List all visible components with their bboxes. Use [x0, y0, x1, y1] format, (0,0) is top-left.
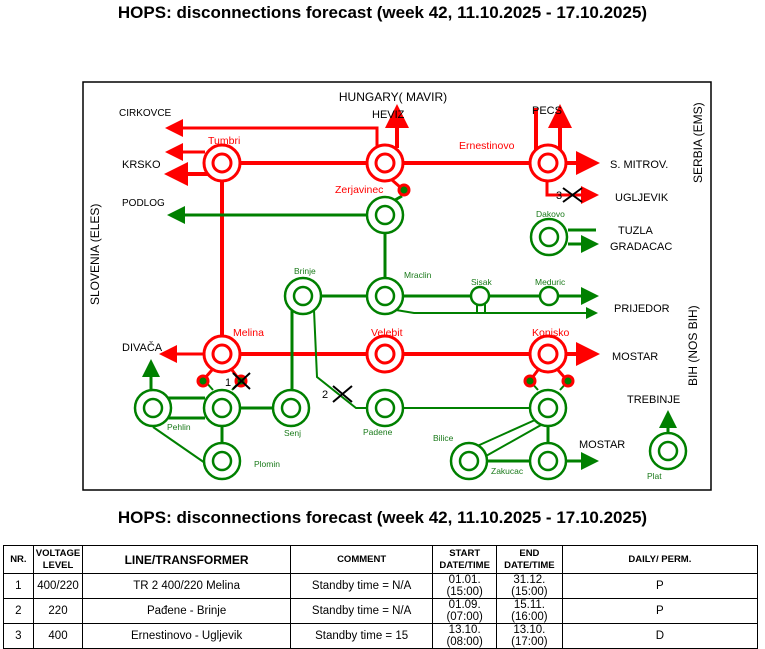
cell: TR 2 400/220 Melina: [82, 573, 291, 599]
region-bih: BIH (NOS BIH): [686, 305, 700, 386]
cell: 220: [32, 598, 84, 624]
cell: 31.12. (15:00): [496, 573, 563, 599]
cross-icon-3: [562, 187, 583, 203]
label-meduric: Meduric: [535, 277, 566, 287]
disconnection-cross-icons: [232, 187, 583, 403]
table-row: 2 220 Pađene - Brinje Standby time = N/A 01.…: [3, 598, 759, 624]
label-senj: Senj: [284, 428, 301, 438]
label-brinje: Brinje: [294, 266, 316, 276]
header-nr: NR.: [3, 545, 34, 574]
label-gradacac: GRADACAC: [610, 241, 672, 253]
region-serbia: SERBIA (EMS): [691, 102, 705, 183]
label-bilice: Bilice: [433, 433, 454, 443]
label-trebinje: TREBINJE: [627, 394, 680, 406]
network-diagram: HUNGARY( MAVIR) SLOVENIA (ELES) SERBIA (…: [82, 81, 712, 491]
header-line: LINE/TRANSFORMER: [82, 545, 291, 574]
cell: Standby time = 15: [289, 623, 434, 649]
label-konjsko: Konjsko: [532, 327, 570, 339]
cell: D: [561, 623, 759, 649]
table-row: 3 400 Ernestinovo - Ugljevik Standby time =…: [3, 623, 759, 649]
label-pecs: PECS: [532, 105, 562, 117]
label-dakovo: Dakovo: [536, 209, 565, 219]
table-header-row: NR. VOLTAGE LEVEL LINE/TRANSFORMER COMME…: [3, 545, 759, 574]
label-pehlin: Pehlin: [167, 422, 191, 432]
label-krsko: KRSKO: [122, 159, 161, 171]
cross-icon-2: [332, 385, 353, 403]
border-labels: CIRKOVCE HEVIZ KRSKO PODLOG PECS S. MITR…: [119, 105, 680, 451]
nodes: [133, 143, 688, 481]
label-s-mitrov: S. MITROV.: [610, 159, 668, 171]
cell: P: [561, 598, 759, 624]
label-mraclin: Mraclin: [404, 270, 432, 280]
cell: Standby time = N/A: [289, 598, 434, 624]
cell: 01.01. (15:00): [432, 573, 498, 599]
label-melina: Melina: [233, 327, 264, 339]
cell: 3: [3, 623, 34, 649]
cell: 13.10. (17:00): [496, 623, 563, 649]
label-zerjavinec: Zerjavinec: [335, 184, 383, 196]
header-end: END DATE/TIME: [496, 545, 563, 574]
diagram-frame: [82, 81, 712, 491]
cross-icon-1: [232, 372, 251, 390]
cell: Pađene - Brinje: [82, 598, 291, 624]
station-labels-220kv: Dakovo Brinje Mraclin Sisak Meduric Pehl…: [167, 209, 662, 481]
cell: 400/220: [32, 573, 84, 599]
cell: 13.10. (08:00): [432, 623, 498, 649]
disconnection-markers: 3 1 2: [225, 190, 562, 401]
station-labels-400kv: Tumbri Zerjavinec Ernestinovo Melina Vel…: [208, 135, 570, 339]
label-ugljevik: UGLJEVIK: [615, 192, 669, 204]
label-mostar-400: MOSTAR: [612, 351, 658, 363]
table-title: HOPS: disconnections forecast (week 42, …: [117, 508, 648, 527]
cell: 1: [3, 573, 34, 599]
page-title: HOPS: disconnections forecast (week 42, …: [117, 3, 648, 22]
marker-3: 3: [556, 190, 562, 202]
label-heviz: HEVIZ: [372, 109, 405, 121]
cell: Standby time = N/A: [289, 573, 434, 599]
marker-2: 2: [322, 389, 328, 401]
label-velebit: Velebit: [371, 327, 403, 339]
header-comment: COMMENT: [289, 545, 434, 574]
label-prijedor: PRIJEDOR: [614, 303, 670, 315]
label-tuzla: TUZLA: [618, 225, 654, 237]
label-sisak: Sisak: [471, 277, 493, 287]
region-slovenia: SLOVENIA (ELES): [88, 204, 102, 305]
cell: P: [561, 573, 759, 599]
station-nodes-400kv: [202, 143, 568, 374]
label-tumbri: Tumbri: [208, 135, 240, 147]
cell: 400: [32, 623, 84, 649]
label-plat: Plat: [647, 471, 662, 481]
header-daily-perm: DAILY/ PERM.: [561, 545, 759, 574]
cell: 2: [3, 598, 34, 624]
label-ernestinovo: Ernestinovo: [459, 140, 515, 152]
table-row: 1 400/220 TR 2 400/220 Melina Standby time …: [3, 573, 759, 599]
label-mostar-220: MOSTAR: [579, 439, 625, 451]
label-padene: Padene: [363, 427, 393, 437]
station-nodes-220kv: [133, 195, 688, 481]
header-start: START DATE/TIME: [432, 545, 498, 574]
cell: Ernestinovo - Ugljevik: [82, 623, 291, 649]
transformer-dots: [196, 183, 575, 388]
header-voltage: VOLTAGE LEVEL: [32, 545, 84, 574]
label-plomin: Plomin: [254, 459, 280, 469]
cell: 01.09. (07:00): [432, 598, 498, 624]
label-zakucac: Zakucac: [491, 466, 524, 476]
region-hungary: HUNGARY( MAVIR): [339, 90, 447, 104]
label-podlog: PODLOG: [122, 198, 165, 209]
lines-400kv: [159, 108, 600, 379]
cell: 15.11. (16:00): [496, 598, 563, 624]
disconnections-table: NR. VOLTAGE LEVEL LINE/TRANSFORMER COMME…: [3, 545, 759, 649]
label-cirkovce: CIRKOVCE: [119, 108, 172, 119]
label-divaca: DIVAČA: [122, 341, 163, 354]
marker-1: 1: [225, 377, 231, 389]
